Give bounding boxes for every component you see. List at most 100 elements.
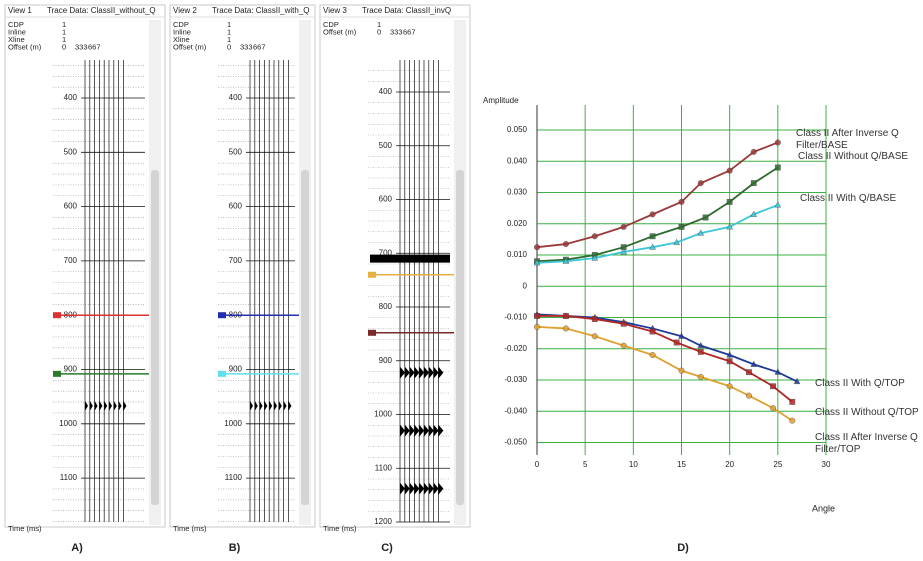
point [727, 359, 732, 364]
field-value: 333 [240, 42, 253, 51]
point [770, 384, 775, 389]
y-tick-label: 0.040 [507, 156, 528, 165]
time-axis-label: Time (ms) [323, 524, 357, 533]
y-axis-label: Amplitude [483, 96, 519, 105]
field-value: 667 [253, 42, 266, 51]
time-tick-label: 600 [64, 202, 78, 211]
x-tick-label: 30 [822, 460, 831, 469]
point [650, 234, 655, 239]
field-value: 333 [390, 27, 403, 36]
strong-event [370, 255, 450, 263]
figure: Amplitude Angle D) View 1Trace Data: Cla… [0, 0, 923, 561]
point [650, 212, 656, 218]
series-label: Class II With Q/TOP [815, 378, 923, 390]
time-tick-label: 500 [229, 147, 243, 156]
x-tick-label: 20 [725, 460, 734, 469]
panel-label: B) [229, 542, 241, 554]
series-label: Class II With Q/BASE [800, 193, 912, 205]
field-label: Offset (m) [8, 42, 42, 51]
point [563, 326, 569, 332]
field-value: 667 [403, 27, 416, 36]
point [746, 369, 751, 374]
time-tick-label: 800 [379, 302, 393, 311]
y-tick-label: 0.030 [507, 188, 528, 197]
time-axis-label: Time (ms) [8, 524, 42, 533]
trace-title: Trace Data: ClassII_without_Q [47, 6, 156, 15]
view-title: View 1 [8, 6, 32, 15]
scroll-thumb[interactable] [151, 170, 159, 505]
time-tick-label: 1100 [375, 463, 393, 472]
point [621, 224, 627, 230]
series-label: Class II Without Q/BASE [798, 151, 910, 163]
time-tick-label: 400 [229, 93, 243, 102]
point [621, 343, 627, 349]
point [534, 313, 539, 318]
point [650, 329, 655, 334]
point [563, 241, 569, 247]
time-tick-label: 900 [64, 365, 78, 374]
point [592, 233, 598, 239]
time-tick-label: 1000 [224, 419, 242, 428]
point [534, 324, 540, 330]
point [746, 393, 752, 399]
point [679, 368, 685, 374]
point [592, 333, 598, 339]
point [698, 180, 704, 186]
x-tick-label: 0 [535, 460, 540, 469]
field-label: Offset (m) [173, 42, 207, 51]
point [674, 340, 679, 345]
trace-title: Trace Data: ClassII_with_Q [212, 6, 310, 15]
time-tick-label: 400 [64, 93, 78, 102]
view-title: View 2 [173, 6, 197, 15]
time-tick-label: 700 [229, 256, 243, 265]
y-tick-label: 0 [523, 281, 528, 290]
time-tick-label: 1000 [374, 410, 392, 419]
field-value: 667 [88, 42, 101, 51]
time-tick-label: 500 [64, 147, 78, 156]
time-tick-label: 1000 [59, 419, 77, 428]
point [650, 352, 656, 358]
time-tick-label: 400 [379, 87, 393, 96]
point [698, 349, 703, 354]
point [751, 180, 756, 185]
time-tick-label: 600 [229, 202, 243, 211]
x-tick-label: 15 [677, 460, 686, 469]
panel-label: A) [71, 542, 83, 554]
x-tick-label: 10 [629, 460, 638, 469]
y-tick-label: -0.050 [504, 438, 527, 447]
point [679, 199, 685, 205]
field-label: Offset (m) [323, 27, 357, 36]
scroll-thumb[interactable] [301, 170, 309, 505]
panel-label: C) [381, 542, 393, 554]
figure-canvas: Amplitude Angle D) View 1Trace Data: Cla… [0, 0, 923, 561]
point [727, 383, 733, 389]
point [621, 321, 626, 326]
point [775, 140, 781, 146]
y-tick-label: -0.020 [504, 344, 527, 353]
view-frame [320, 5, 470, 527]
point [534, 244, 540, 250]
x-axis-label: Angle [812, 503, 835, 513]
series-label: Class II After Inverse Q Filter/BASE [796, 128, 908, 152]
time-tick-label: 900 [379, 356, 393, 365]
field-value: 0 [62, 42, 66, 51]
time-tick-label: 1100 [60, 473, 78, 482]
y-tick-label: -0.010 [504, 313, 527, 322]
view-title: View 3 [323, 6, 347, 15]
time-tick-label: 1200 [374, 517, 392, 526]
time-tick-label: 900 [229, 365, 243, 374]
point [751, 149, 757, 155]
y-tick-label: 0.050 [507, 125, 528, 134]
y-tick-label: 0.010 [507, 250, 528, 259]
point [679, 224, 684, 229]
point [563, 313, 568, 318]
time-axis-label: Time (ms) [173, 524, 207, 533]
scroll-thumb[interactable] [456, 170, 464, 505]
point [789, 418, 795, 424]
x-tick-label: 25 [773, 460, 782, 469]
y-tick-label: 0.020 [507, 219, 528, 228]
point [727, 168, 733, 174]
point [790, 399, 795, 404]
field-value: 0 [377, 27, 381, 36]
time-tick-label: 600 [379, 195, 393, 204]
